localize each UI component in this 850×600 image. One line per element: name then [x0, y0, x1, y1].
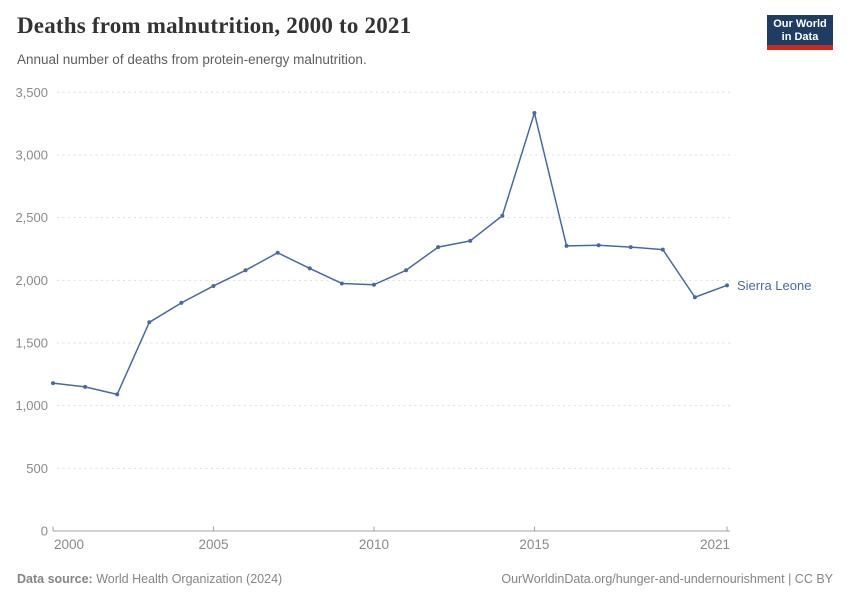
y-tick-label: 1,500: [15, 335, 48, 350]
data-point[interactable]: [115, 392, 120, 397]
data-point[interactable]: [307, 266, 312, 271]
data-point[interactable]: [532, 110, 537, 115]
data-source-label: Data source:: [17, 572, 93, 586]
data-point[interactable]: [211, 283, 216, 288]
owid-logo-line2: in Data: [781, 30, 819, 43]
data-point[interactable]: [147, 320, 152, 325]
x-tick-label: 2000: [54, 537, 84, 552]
data-point[interactable]: [725, 283, 729, 288]
data-point[interactable]: [468, 238, 473, 243]
data-point[interactable]: [371, 282, 376, 287]
x-tick-label: 2021: [700, 537, 730, 552]
owid-link[interactable]: OurWorldinData.org/hunger-and-undernouri…: [501, 572, 833, 586]
data-point[interactable]: [692, 295, 697, 300]
chart-subtitle: Annual number of deaths from protein-ene…: [17, 52, 367, 67]
data-point[interactable]: [500, 213, 505, 218]
data-point[interactable]: [596, 243, 601, 248]
data-point[interactable]: [275, 250, 280, 255]
owid-logo: Our World in Data: [767, 15, 833, 50]
y-tick-label: 3,500: [15, 85, 48, 100]
data-source-value: World Health Organization (2024): [92, 572, 283, 586]
data-source: Data source: World Health Organization (…: [17, 572, 282, 586]
y-tick-label: 2,000: [15, 273, 48, 288]
data-point[interactable]: [660, 247, 665, 252]
x-tick-label: 2005: [198, 537, 228, 552]
page-title: Deaths from malnutrition, 2000 to 2021: [17, 13, 412, 38]
y-tick-label: 0: [41, 524, 48, 539]
y-tick-label: 2,500: [15, 210, 48, 225]
data-point[interactable]: [436, 245, 441, 250]
data-point[interactable]: [243, 268, 248, 273]
data-point[interactable]: [179, 300, 184, 305]
x-tick-label: 2015: [519, 537, 549, 552]
data-point[interactable]: [51, 381, 55, 386]
y-tick-label: 3,000: [15, 147, 48, 162]
y-tick-label: 500: [26, 461, 48, 476]
data-point[interactable]: [564, 243, 569, 248]
series-line[interactable]: [52, 112, 728, 396]
entity-label[interactable]: Sierra Leone: [737, 278, 811, 293]
data-point[interactable]: [339, 281, 344, 286]
x-tick-label: 2010: [359, 537, 389, 552]
chart-footer: Data source: World Health Organization (…: [17, 572, 833, 586]
owid-logo-line1: Our World: [773, 18, 827, 30]
data-point[interactable]: [404, 268, 409, 273]
y-tick-label: 1,000: [15, 398, 48, 413]
data-point[interactable]: [83, 384, 88, 389]
data-point[interactable]: [628, 245, 633, 250]
